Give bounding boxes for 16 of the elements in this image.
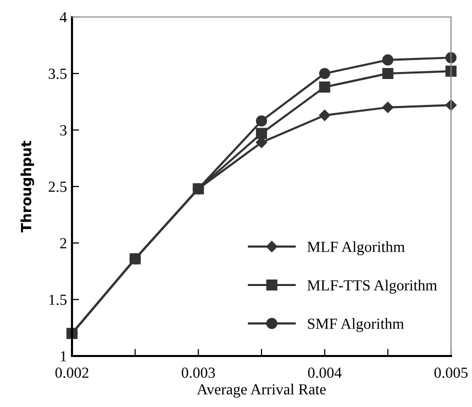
y-tick-label: 4: [60, 12, 67, 22]
y-tick-label: 2.5: [48, 182, 67, 192]
legend-label: MLF-TTS Algorithm: [307, 280, 438, 294]
legend-label: SMF Algorithm: [308, 318, 404, 332]
y-tick-label: 1: [60, 351, 66, 362]
x-tick-label: 0.004: [308, 368, 342, 378]
y-axis-title: Throughput: [20, 140, 34, 232]
x-tick-label: 0.002: [55, 368, 88, 378]
y-tick-label: 3.5: [48, 68, 67, 80]
y-tick-label: 2: [60, 238, 66, 248]
x-axis-title: Average Arrival Rate: [196, 384, 326, 398]
y-tick-label: 1.5: [49, 294, 67, 306]
legend-label: MLF Algorithm: [307, 241, 405, 256]
y-tick-label: 3: [60, 125, 67, 136]
x-tick-label: 0.005: [434, 368, 468, 378]
x-tick-label: 0.003: [182, 368, 215, 378]
